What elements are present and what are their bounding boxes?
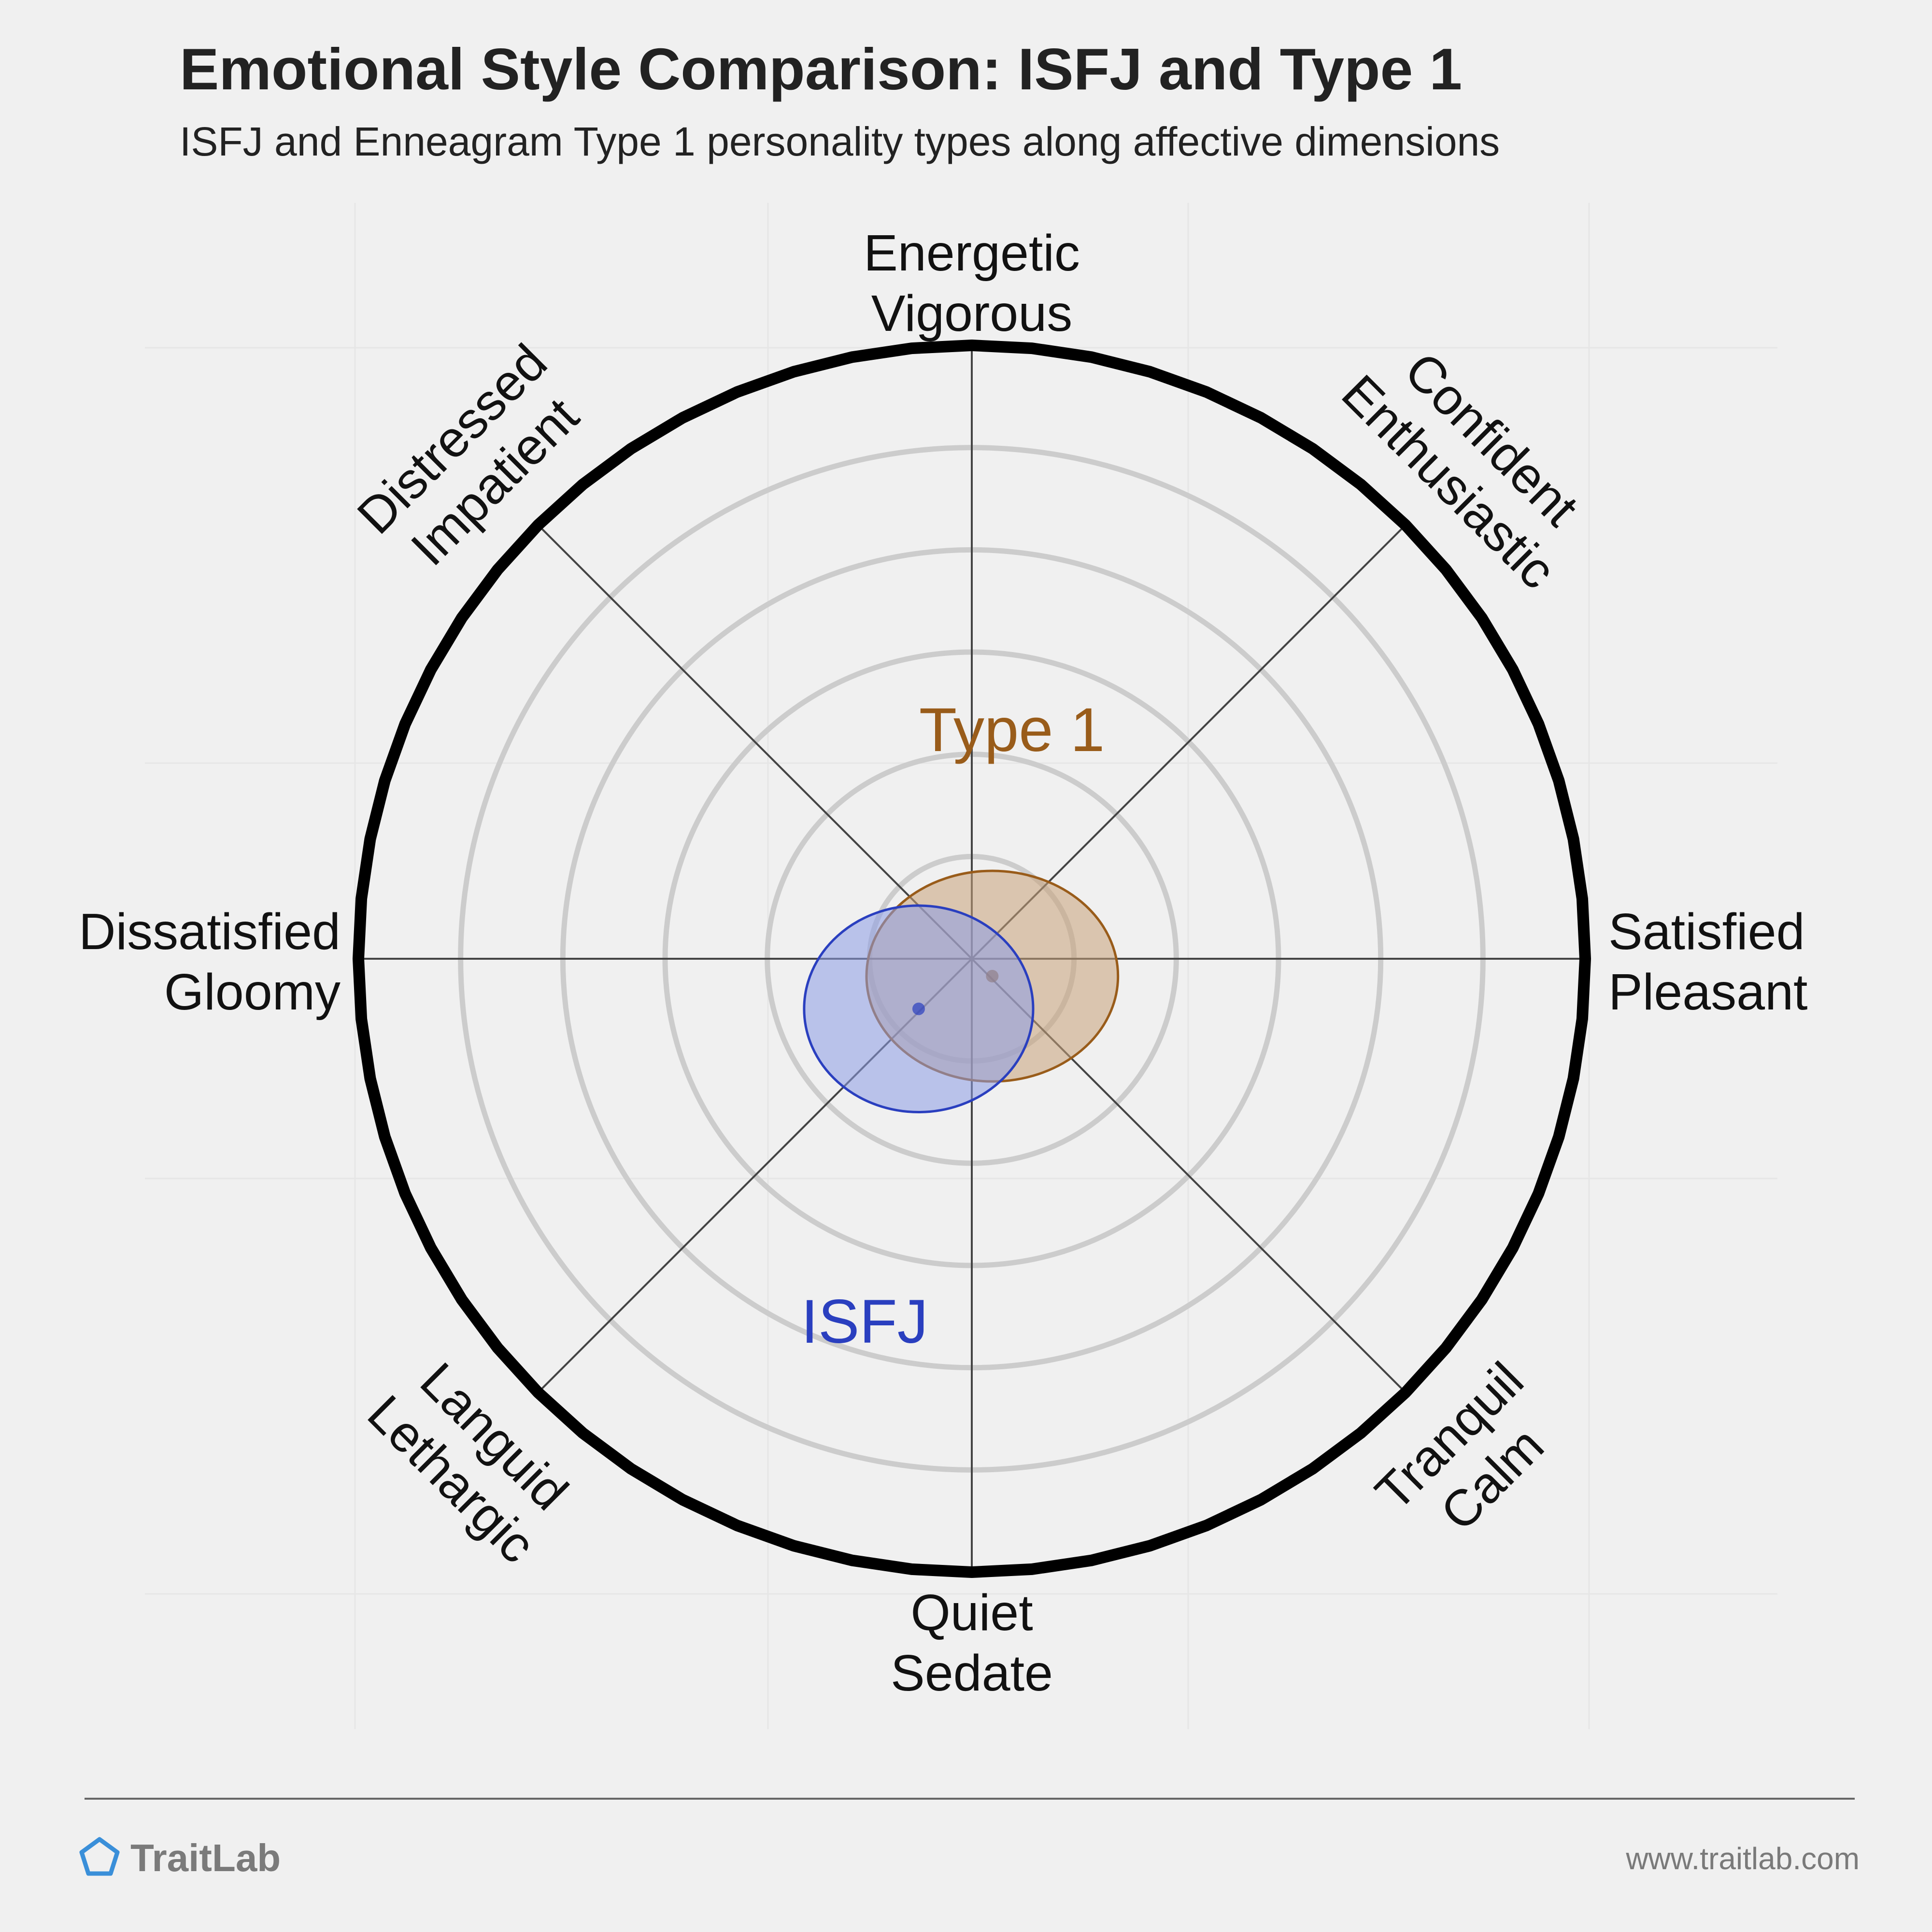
axis-label-line: Satisfied: [1608, 903, 1805, 960]
axis-label-line: Sedate: [891, 1645, 1053, 1702]
axis-label-line: Dissatisfied: [79, 903, 341, 960]
axis-line-distressed: [537, 524, 973, 960]
series-labels: Type 1 ISFJ: [801, 696, 1105, 1356]
pentagon-icon: [79, 1837, 120, 1876]
axis-label-line: Quiet: [910, 1584, 1033, 1641]
brand-name: TraitLab: [130, 1836, 281, 1879]
axis-label-line: Pleasant: [1608, 964, 1808, 1021]
series-label-type-1: Type 1: [919, 696, 1105, 765]
axis-label-line: Vigorous: [871, 285, 1072, 342]
outer-ring-group: [353, 340, 1591, 1578]
traitlab-logo[interactable]: TraitLab: [79, 1836, 281, 1879]
chart-subtitle: ISFJ and Enneagram Type 1 personality ty…: [180, 119, 1500, 164]
axis-label-line: Energetic: [864, 225, 1080, 282]
series-label-isfj: ISFJ: [801, 1287, 928, 1356]
axis-label-line: Gloomy: [164, 964, 341, 1021]
chart-title: Emotional Style Comparison: ISFJ and Typ…: [180, 36, 1462, 102]
footer-url[interactable]: www.traitlab.com: [1625, 1841, 1860, 1876]
series-shapes: [803, 869, 1120, 1113]
series-center-isfj: [912, 1002, 925, 1015]
outer-ring: [353, 340, 1591, 1578]
axis-lines: [358, 345, 1585, 1572]
